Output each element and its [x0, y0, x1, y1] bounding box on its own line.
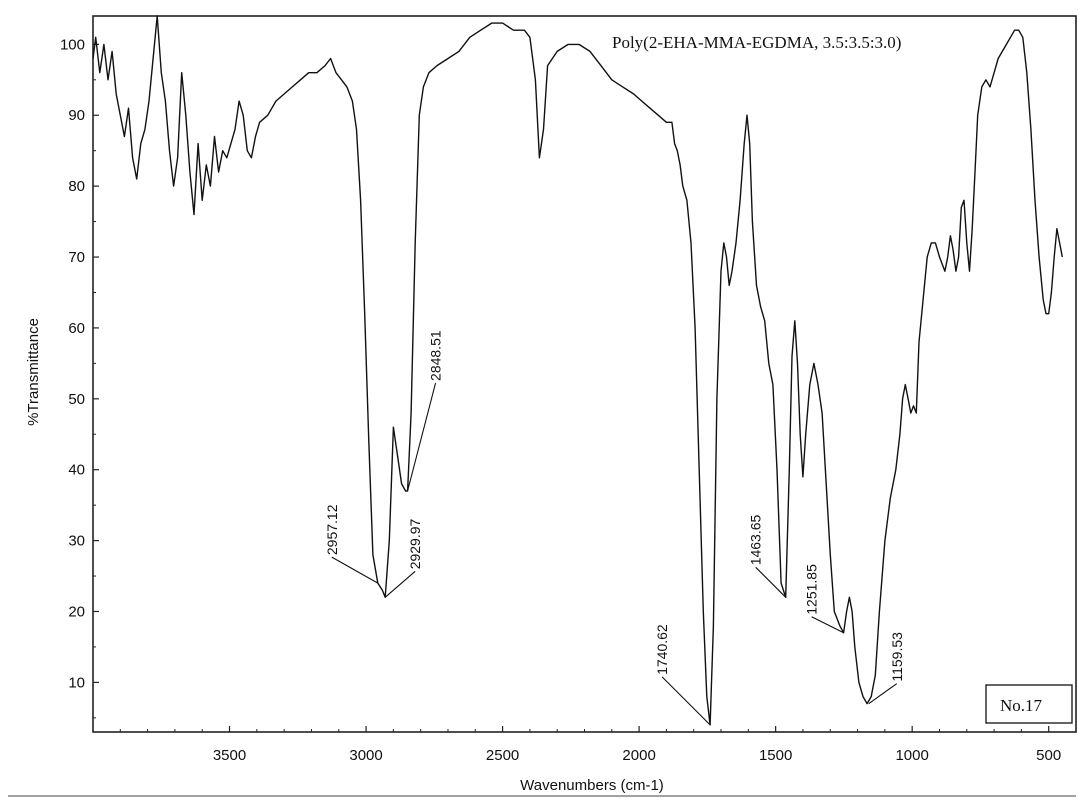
y-tick-label: 80 — [68, 178, 85, 195]
y-tick-label: 30 — [68, 533, 85, 550]
series-line-transmittance — [92, 15, 1063, 726]
x-tick-label: 1000 — [895, 747, 928, 764]
peak-leader-line — [811, 616, 844, 634]
x-tick-label: 2500 — [486, 747, 519, 764]
y-tick-label: 50 — [68, 391, 85, 408]
chart-title: Poly(2-EHA-MMA-EGDMA, 3.5:3.5:3.0) — [612, 33, 901, 52]
peak-label: 2957.12 — [324, 504, 340, 555]
peak-label: 1251.85 — [804, 564, 820, 615]
y-tick-label: 70 — [68, 249, 85, 266]
peak-label: 2929.97 — [407, 518, 423, 569]
plot-frame — [92, 15, 1077, 733]
x-tick-label: 1500 — [759, 747, 792, 764]
y-tick-label: 20 — [68, 603, 85, 620]
y-tick-label: 60 — [68, 320, 85, 337]
y-axis-label: %Transmittance — [25, 318, 42, 426]
peak-label: 1159.53 — [889, 632, 905, 682]
peak-leader-line — [331, 556, 379, 584]
peak-label: 2848.51 — [428, 330, 444, 381]
sample-label: No.17 — [1000, 696, 1043, 715]
peak-annotations: 2957.12 2929.97 2848.51 1740.62 1463.65 1251.… — [324, 330, 905, 726]
x-axis-label: Wavenumbers (cm-1) — [520, 777, 664, 794]
peak-label: 1740.62 — [654, 624, 670, 675]
y-tick-label: 10 — [68, 674, 85, 691]
peak-leader-line — [661, 676, 711, 726]
y-tick-label: 40 — [68, 462, 85, 479]
x-tick-label: 2000 — [622, 747, 655, 764]
peak-leader-line — [384, 570, 416, 598]
peak-leader-line — [755, 566, 787, 598]
x-axis-ticks: 3500 3000 2500 2000 1500 1000 500 — [119, 726, 1061, 764]
peak-label: 1463.65 — [748, 514, 764, 565]
peak-leader-line — [868, 683, 898, 705]
x-tick-label: 500 — [1036, 747, 1061, 764]
peak-leader-line — [407, 382, 437, 492]
y-tick-label: 90 — [68, 107, 85, 124]
sample-label-box — [985, 684, 1073, 724]
x-tick-label: 3500 — [213, 747, 246, 764]
x-tick-label: 3000 — [349, 747, 382, 764]
y-axis-ticks: 10 20 30 40 50 60 70 80 90 100 — [60, 36, 99, 719]
y-tick-label: 100 — [60, 36, 85, 53]
